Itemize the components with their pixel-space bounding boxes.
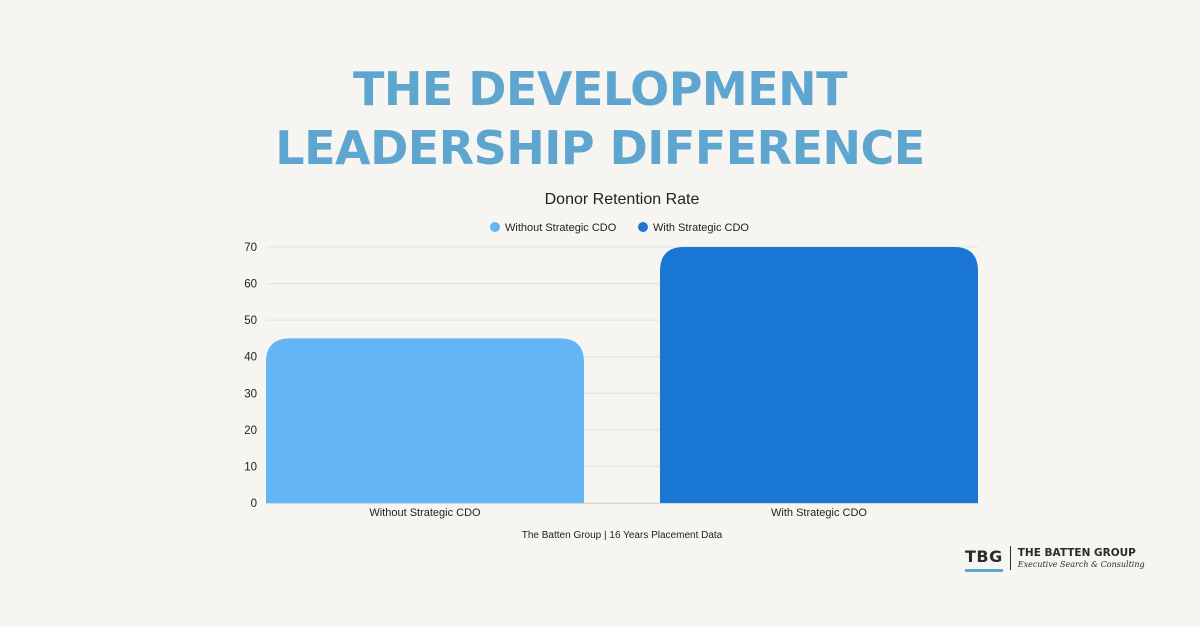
y-tick-label: 10 — [244, 461, 257, 473]
y-tick-label: 70 — [244, 242, 257, 254]
logo-tagline: Executive Search & Consulting — [1017, 559, 1145, 569]
y-tick-label: 40 — [244, 352, 257, 364]
logo-text: THE BATTEN GROUP Executive Search & Cons… — [1018, 547, 1145, 570]
bar-without-strategic-cdo — [266, 338, 584, 503]
logo-underline — [965, 569, 1003, 572]
y-tick-label: 60 — [244, 279, 257, 291]
logo-mark-text: TBG — [965, 547, 1003, 566]
legend-label-with: With Strategic CDO — [653, 222, 749, 234]
logo-mark: TBG — [965, 547, 1003, 572]
legend-label-without: Without Strategic CDO — [505, 222, 617, 234]
y-tick-label: 0 — [251, 498, 257, 510]
logo-divider — [1009, 546, 1011, 570]
source-note: The Batten Group | 16 Years Placement Da… — [522, 530, 723, 541]
chart-title: Donor Retention Rate — [545, 191, 700, 208]
chart-legend: Without Strategic CDO With Strategic CDO — [490, 222, 749, 234]
bars — [266, 247, 978, 503]
x-category-label: With Strategic CDO — [771, 507, 867, 519]
bar-with-strategic-cdo — [660, 247, 978, 503]
headline-line-1: THE DEVELOPMENT — [352, 62, 848, 116]
legend-swatch-without — [490, 222, 500, 232]
x-axis: Without Strategic CDO With Strategic CDO — [369, 507, 867, 519]
legend-swatch-with — [638, 222, 648, 232]
y-axis: 0 10 20 30 40 50 60 70 — [244, 242, 257, 510]
y-tick-label: 50 — [244, 315, 257, 327]
y-tick-label: 30 — [244, 388, 257, 400]
x-category-label: Without Strategic CDO — [369, 507, 481, 519]
y-tick-label: 20 — [244, 425, 257, 437]
logo: TBG THE BATTEN GROUP Executive Search & … — [965, 545, 1145, 572]
headline-line-2: LEADERSHIP DIFFERENCE — [275, 121, 925, 175]
logo-name: THE BATTEN GROUP — [1017, 546, 1136, 559]
